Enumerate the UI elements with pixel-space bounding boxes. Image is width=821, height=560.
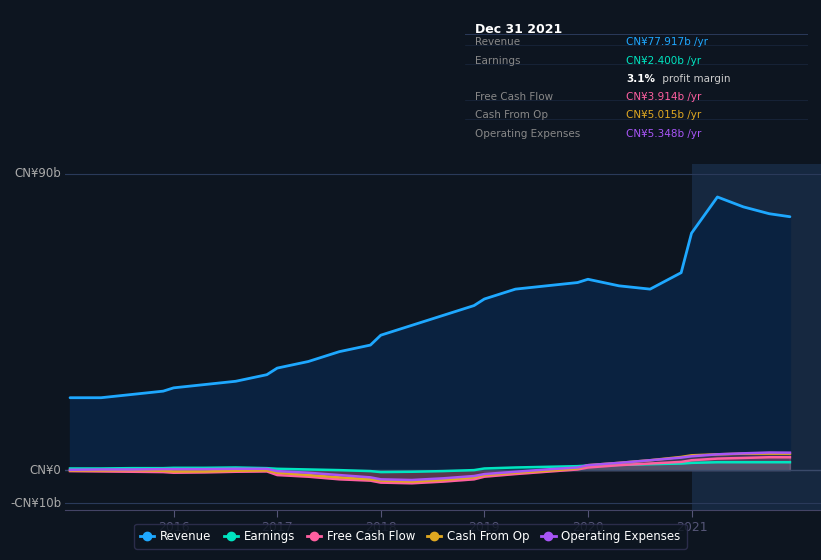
Text: CN¥0: CN¥0	[30, 464, 61, 477]
Text: Operating Expenses: Operating Expenses	[475, 129, 580, 139]
Text: CN¥5.348b /yr: CN¥5.348b /yr	[626, 129, 702, 139]
Text: profit margin: profit margin	[658, 74, 731, 84]
Text: Dec 31 2021: Dec 31 2021	[475, 24, 562, 36]
Text: Earnings: Earnings	[475, 55, 521, 66]
Text: CN¥2.400b /yr: CN¥2.400b /yr	[626, 55, 701, 66]
Text: Free Cash Flow: Free Cash Flow	[475, 92, 553, 102]
Legend: Revenue, Earnings, Free Cash Flow, Cash From Op, Operating Expenses: Revenue, Earnings, Free Cash Flow, Cash …	[135, 524, 686, 549]
Text: CN¥90b: CN¥90b	[14, 167, 61, 180]
Text: CN¥5.015b /yr: CN¥5.015b /yr	[626, 110, 701, 120]
Text: CN¥77.917b /yr: CN¥77.917b /yr	[626, 37, 709, 47]
Text: 3.1%: 3.1%	[626, 74, 655, 84]
Text: Revenue: Revenue	[475, 37, 521, 47]
Bar	[691, 164, 821, 510]
Text: CN¥3.914b /yr: CN¥3.914b /yr	[626, 92, 702, 102]
Text: -CN¥10b: -CN¥10b	[10, 497, 61, 510]
Text: Cash From Op: Cash From Op	[475, 110, 548, 120]
